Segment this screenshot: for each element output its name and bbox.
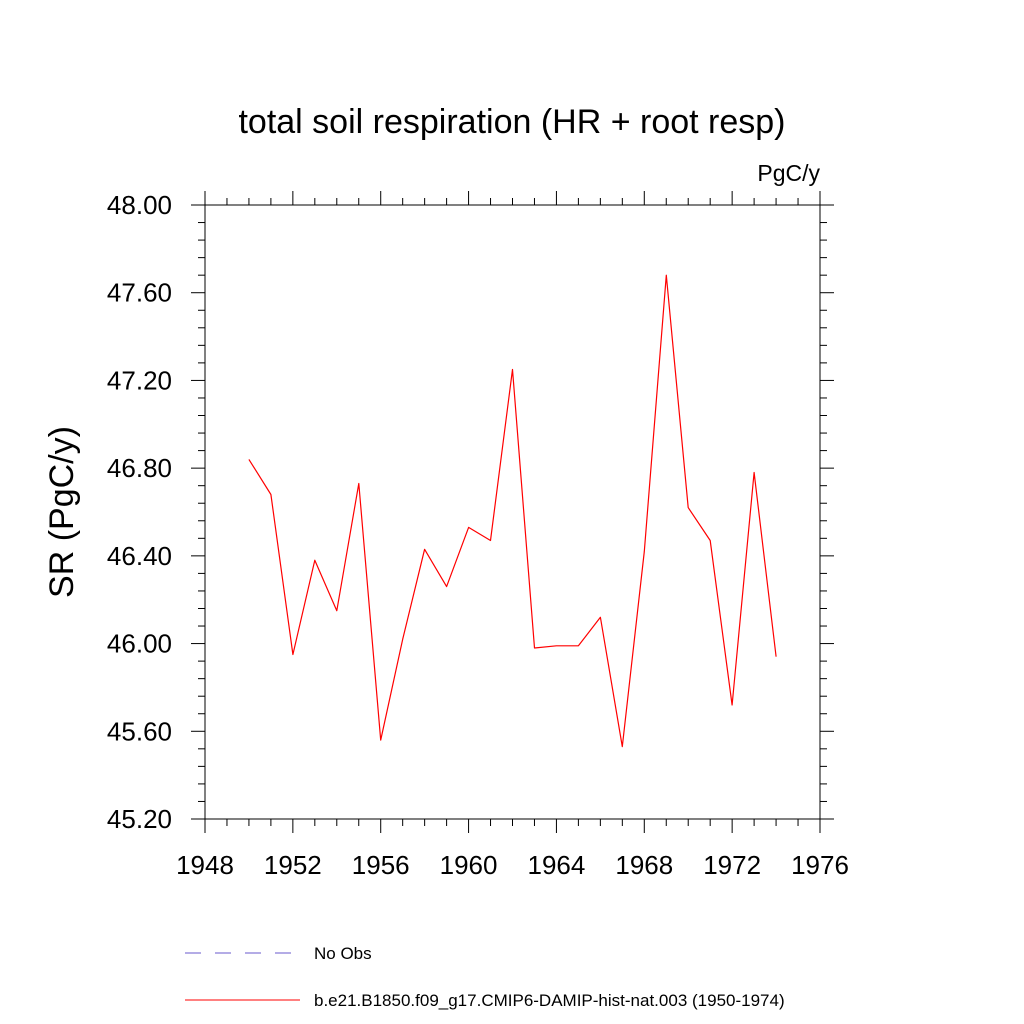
x-tick-label: 1968 xyxy=(615,850,673,880)
plot-frame xyxy=(204,204,821,820)
y-tick-label: 47.60 xyxy=(107,278,172,308)
legend-label: b.e21.B1850.f09_g17.CMIP6-DAMIP-hist-nat… xyxy=(314,991,785,1010)
y-tick-label: 46.00 xyxy=(107,629,172,659)
x-tick-label: 1972 xyxy=(703,850,761,880)
legend-label: No Obs xyxy=(314,944,372,963)
y-tick-label: 48.00 xyxy=(107,190,172,220)
y-tick-label: 46.80 xyxy=(107,453,172,483)
series-line-1 xyxy=(248,274,777,748)
units-label: PgC/y xyxy=(757,160,820,186)
chart-title: total soil respiration (HR + root resp) xyxy=(238,103,785,141)
y-tick-label: 45.60 xyxy=(107,716,172,746)
legend: No Obs b.e21.B1850.f09_g17.CMIP6-DAMIP-hi… xyxy=(185,944,785,1010)
x-tick-label: 1964 xyxy=(528,850,586,880)
x-tick-label: 1956 xyxy=(352,850,410,880)
y-tick-label: 45.20 xyxy=(107,804,172,834)
y-axis-label: SR (PgC/y) xyxy=(43,426,81,598)
y-tick-label: 46.40 xyxy=(107,541,172,571)
tick-labels: 1948 1952 1956 1960 1964 1968 1972 1976 45.20 45.… xyxy=(107,190,849,880)
x-tick-label: 1960 xyxy=(440,850,498,880)
x-tick-label: 1948 xyxy=(176,850,234,880)
y-tick-label: 47.20 xyxy=(107,365,172,395)
axis-ticks xyxy=(191,191,834,833)
data-series xyxy=(248,274,777,748)
x-tick-label: 1952 xyxy=(264,850,322,880)
x-tick-label: 1976 xyxy=(791,850,849,880)
